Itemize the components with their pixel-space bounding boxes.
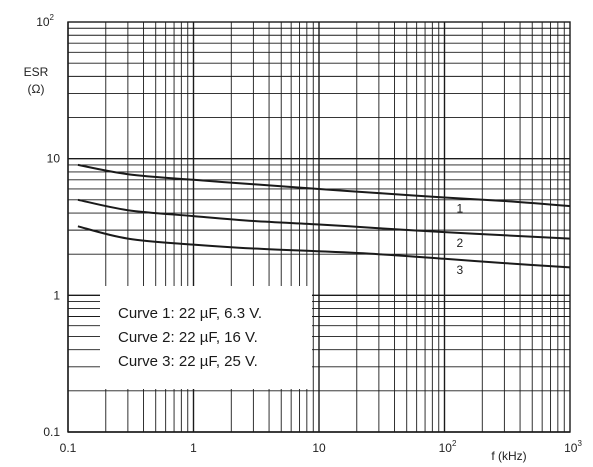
curve-label-3: 3 — [457, 263, 464, 277]
x-tick-label-4: 103 — [564, 439, 582, 455]
legend-line-1: Curve 1: 22 µF, 6.3 V. — [118, 305, 262, 322]
legend-box — [100, 286, 312, 389]
y-tick-label-2: 10 — [47, 152, 61, 166]
y-axis-label: ESR — [24, 65, 49, 79]
y-tick-label-0: 0.1 — [43, 425, 60, 439]
x-axis-label: f (kHz) — [491, 449, 526, 463]
y-axis-unit: (Ω) — [28, 82, 45, 96]
legend-line-3: Curve 3: 22 µF, 25 V. — [118, 353, 258, 370]
legend-line-2: Curve 2: 22 µF, 16 V. — [118, 329, 258, 346]
x-tick-label-3: 102 — [439, 439, 457, 455]
series-line-curve-1 — [77, 163, 571, 208]
y-tick-label-1: 1 — [53, 288, 60, 302]
curve-label-2: 2 — [457, 236, 464, 250]
tick-labels: 0.1 1 10 102 103 0.1 1 10 102 — [36, 13, 582, 455]
series-line-curve-3 — [77, 225, 571, 269]
curve-label-1: 1 — [457, 201, 464, 215]
x-tick-label-2: 10 — [312, 441, 326, 455]
x-tick-label-1: 1 — [190, 441, 197, 455]
y-tick-label-3: 102 — [36, 13, 54, 29]
series-group: 1 2 3 — [77, 163, 571, 277]
series-line-curve-2 — [77, 198, 571, 240]
plot-frame — [67, 21, 571, 433]
legend: Curve 1: 22 µF, 6.3 V. Curve 2: 22 µF, 1… — [100, 286, 312, 389]
x-tick-label-0: 0.1 — [60, 441, 77, 455]
